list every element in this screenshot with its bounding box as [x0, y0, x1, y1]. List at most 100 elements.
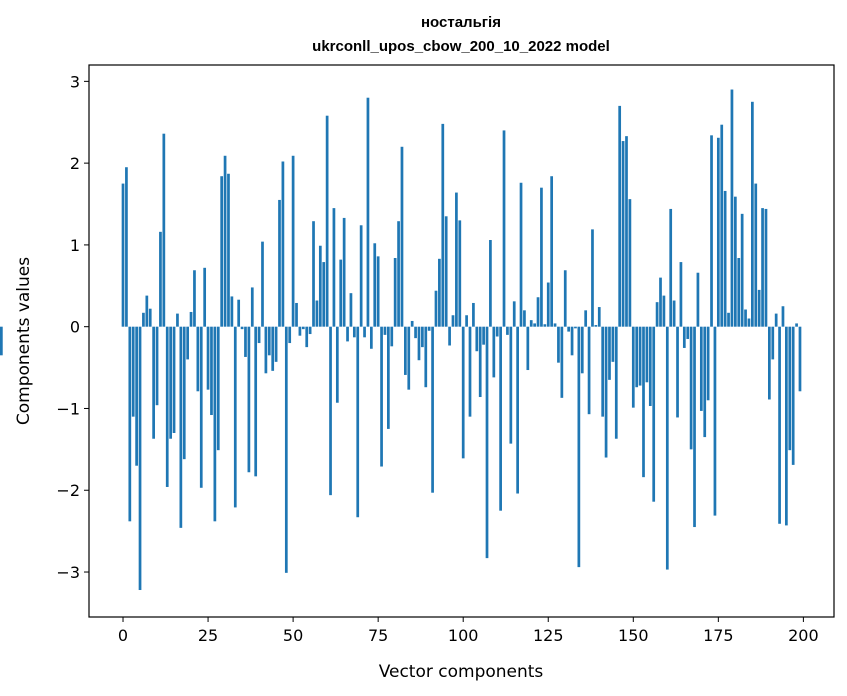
bar: [523, 310, 526, 327]
bar: [281, 161, 285, 327]
bar: [169, 326, 172, 439]
bar: [247, 326, 251, 473]
bar: [145, 295, 149, 327]
bar: [785, 326, 788, 526]
bar: [720, 124, 724, 327]
bar: [444, 216, 448, 327]
bar: [308, 326, 312, 335]
bar: [710, 135, 713, 327]
bar: [604, 326, 608, 458]
bar: [665, 326, 669, 570]
bar: [468, 326, 472, 417]
bar: [189, 311, 193, 327]
bar: [645, 326, 649, 383]
bar: [261, 241, 264, 327]
plot-frame: [88, 64, 835, 618]
bar: [740, 213, 744, 327]
bar: [628, 199, 632, 327]
bar: [138, 326, 142, 591]
x-tick-label: 75: [368, 626, 388, 645]
bar: [672, 300, 676, 327]
bar: [733, 196, 737, 327]
bar: [781, 306, 785, 327]
bar: [438, 258, 441, 327]
bar: [390, 326, 394, 347]
y-tick-label: −3: [56, 563, 80, 582]
bar: [591, 229, 594, 327]
x-tick-label: 150: [618, 626, 649, 645]
bar: [648, 326, 652, 407]
bar: [458, 220, 462, 327]
bar: [706, 326, 710, 401]
bar: [424, 326, 428, 388]
bar: [291, 155, 295, 327]
bar: [315, 300, 319, 327]
y-axis-ticks: 3 2 1 0 −1 −2 −3: [56, 72, 89, 582]
bar: [699, 326, 703, 411]
y-tick-label: 2: [70, 154, 80, 173]
bar: [356, 326, 360, 518]
bar: [376, 256, 380, 327]
bar: [495, 326, 499, 337]
bar: [560, 326, 564, 398]
bar: [335, 326, 339, 403]
bar: [421, 326, 424, 348]
bar: [597, 307, 601, 327]
bar: [516, 326, 519, 494]
bar: [747, 318, 751, 327]
bar: [288, 326, 292, 344]
bar: [550, 176, 554, 327]
bar: [210, 326, 213, 416]
bar: [693, 326, 696, 528]
bar: [393, 258, 397, 327]
bar: [489, 240, 492, 327]
chart-title: ностальгія: [421, 14, 501, 31]
x-tick-label: 100: [448, 626, 479, 645]
bar: [757, 289, 761, 327]
bar: [387, 326, 390, 429]
y-tick-label: 3: [70, 72, 80, 91]
bar: [172, 326, 176, 433]
bar: [570, 326, 574, 356]
bar: [764, 208, 768, 327]
bar: [441, 123, 445, 327]
bar: [546, 282, 550, 327]
bar: [152, 326, 155, 439]
bar: [594, 325, 598, 327]
bar: [744, 309, 747, 327]
y-tick-label: 1: [70, 236, 80, 255]
bar: [363, 326, 366, 338]
bar: [584, 310, 588, 327]
bar: [509, 326, 513, 444]
bar: [301, 326, 305, 330]
bar: [618, 105, 622, 327]
bar: [155, 326, 159, 406]
bar: [492, 326, 496, 378]
bar: [768, 326, 771, 400]
bar: [659, 277, 662, 327]
bar: [322, 262, 326, 327]
bar: [305, 326, 309, 348]
bar: [482, 326, 485, 345]
bar: [533, 323, 536, 327]
bar: [125, 167, 128, 327]
bar: [369, 326, 373, 349]
bar: [186, 326, 190, 360]
bar: [601, 326, 605, 417]
bar: [329, 326, 332, 496]
bar: [652, 326, 656, 502]
x-axis-label: Vector components: [379, 662, 544, 682]
bar: [264, 326, 268, 374]
bar: [223, 155, 227, 327]
bar: [0, 326, 3, 356]
x-tick-label: 125: [533, 626, 564, 645]
bar: [295, 302, 298, 327]
bar: [128, 326, 132, 522]
y-tick-label: −1: [56, 399, 80, 418]
x-axis-ticks: 0 25 50 75 100 125 150 175 200: [118, 617, 819, 645]
y-axis-label: Components values: [14, 257, 34, 425]
bar: [567, 326, 571, 332]
bar: [580, 326, 584, 374]
bar: [339, 259, 343, 327]
